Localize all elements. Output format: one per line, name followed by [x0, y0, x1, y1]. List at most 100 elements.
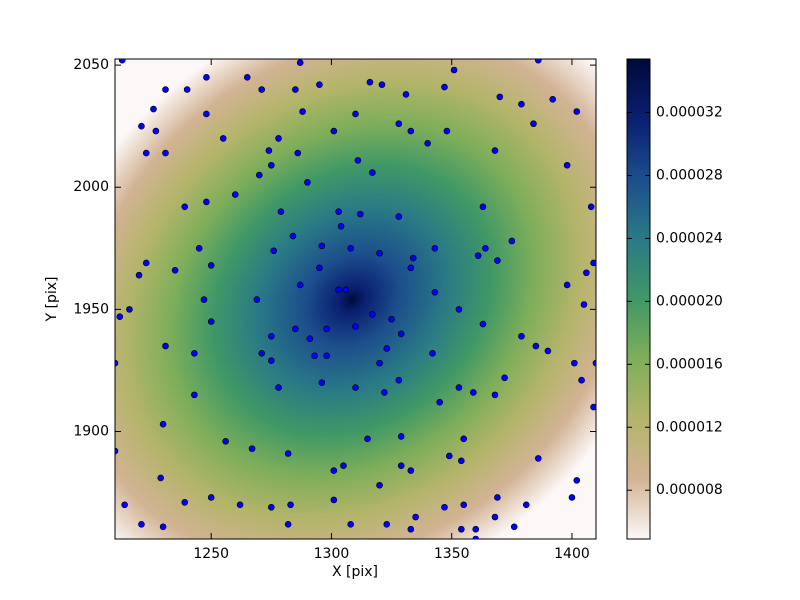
- point: [159, 420, 167, 428]
- point: [268, 503, 275, 511]
- point: [335, 208, 342, 215]
- point: [191, 350, 198, 357]
- point: [407, 127, 415, 135]
- point: [549, 96, 557, 103]
- point: [532, 342, 540, 350]
- point: [203, 74, 210, 81]
- point: [580, 301, 588, 308]
- point: [458, 525, 465, 533]
- point: [510, 523, 518, 531]
- point: [381, 389, 388, 396]
- colorbar-tick-label: 0.000024: [656, 230, 723, 246]
- point: [460, 501, 468, 509]
- point: [364, 435, 371, 443]
- point: [460, 435, 468, 443]
- point: [316, 264, 323, 272]
- colorbar-tick-label: 0.000012: [656, 419, 723, 435]
- point: [395, 120, 403, 128]
- point: [268, 161, 275, 169]
- y-tick-label: 1950: [73, 301, 109, 317]
- point: [583, 269, 590, 277]
- point: [479, 203, 487, 211]
- point: [287, 501, 294, 509]
- point: [407, 525, 415, 533]
- point: [255, 171, 263, 179]
- point: [587, 203, 595, 211]
- point: [534, 455, 542, 462]
- point: [335, 286, 342, 294]
- point: [337, 223, 345, 230]
- y-axis-label: Y [pix]: [44, 277, 60, 323]
- point: [268, 357, 275, 364]
- point: [115, 447, 119, 455]
- point: [258, 86, 266, 93]
- point: [388, 315, 395, 323]
- point: [491, 513, 499, 521]
- point: [592, 359, 596, 367]
- point: [352, 384, 359, 391]
- point: [275, 135, 282, 142]
- point: [508, 237, 516, 245]
- point: [443, 127, 451, 135]
- point: [354, 157, 362, 164]
- point: [395, 376, 403, 384]
- point: [231, 191, 239, 198]
- point: [268, 332, 275, 340]
- point: [407, 467, 415, 474]
- point: [571, 359, 578, 367]
- point: [472, 535, 480, 539]
- x-axis-label: X [pix]: [332, 564, 378, 580]
- colorbar-tick-label: 0.000032: [656, 105, 723, 121]
- point: [292, 325, 299, 333]
- point: [376, 481, 383, 489]
- point: [191, 391, 198, 399]
- point: [436, 398, 443, 406]
- point: [352, 110, 359, 118]
- point: [236, 501, 244, 509]
- point: [441, 503, 448, 511]
- point: [573, 108, 581, 115]
- point: [357, 210, 364, 218]
- point: [347, 521, 354, 528]
- point: [222, 437, 229, 445]
- point: [479, 320, 487, 328]
- point: [159, 523, 167, 531]
- colorbar-tick-label: 0.000028: [656, 167, 723, 183]
- point: [330, 496, 338, 504]
- x-tick-label: 1250: [193, 546, 229, 562]
- point: [431, 245, 439, 252]
- point: [578, 376, 585, 384]
- y-tick-label: 1900: [73, 424, 109, 440]
- point: [162, 342, 169, 350]
- point: [181, 203, 189, 211]
- point: [347, 245, 354, 252]
- point: [207, 494, 215, 501]
- point: [563, 161, 571, 169]
- point: [522, 501, 530, 509]
- point: [162, 149, 169, 157]
- point: [494, 257, 501, 264]
- point: [407, 264, 415, 272]
- point: [150, 105, 157, 113]
- point: [330, 467, 338, 474]
- point: [568, 494, 576, 501]
- point: [219, 135, 227, 142]
- x-tick-label: 1350: [434, 546, 470, 562]
- point: [200, 296, 208, 303]
- point: [431, 288, 439, 296]
- point: [397, 330, 405, 338]
- point: [207, 318, 215, 325]
- point: [573, 477, 581, 484]
- point: [162, 86, 169, 93]
- x-tick-label: 1400: [554, 546, 590, 562]
- point: [118, 59, 126, 64]
- point: [142, 149, 150, 157]
- point: [496, 93, 504, 101]
- point: [376, 249, 383, 257]
- point: [544, 347, 552, 355]
- point: [366, 78, 374, 86]
- point: [458, 457, 465, 465]
- point: [277, 208, 285, 215]
- point: [470, 389, 477, 396]
- point: [441, 83, 448, 91]
